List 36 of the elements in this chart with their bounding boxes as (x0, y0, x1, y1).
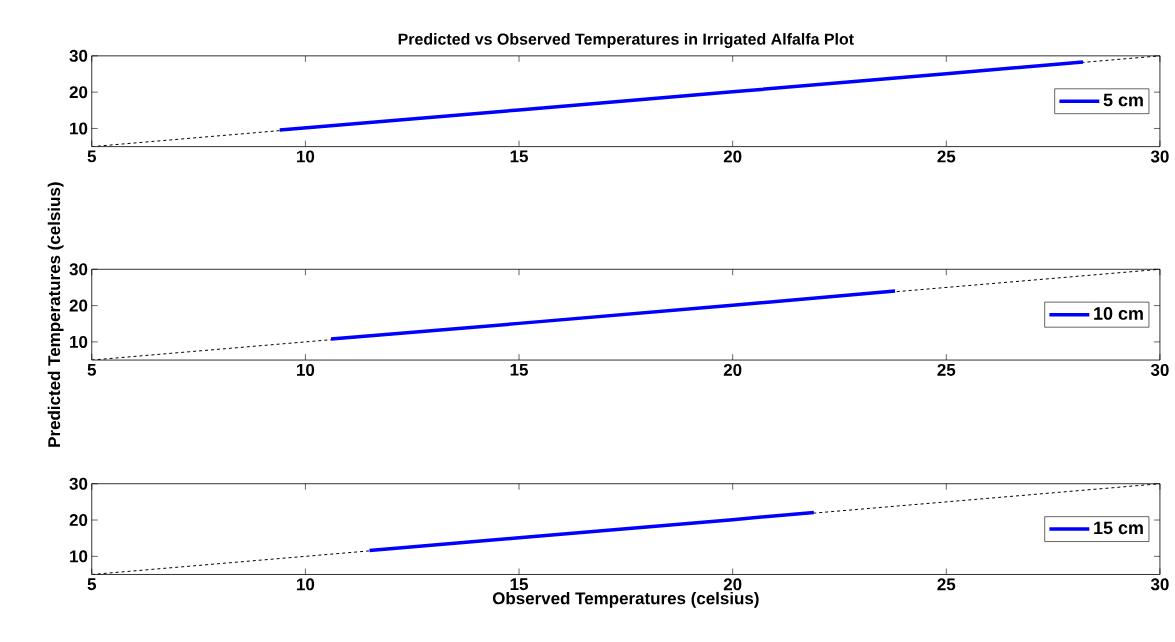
chart-title: Predicted vs Observed Temperatures in Irrigated Alfalfa Plot (398, 32, 854, 48)
x-tick-label: 10 (297, 578, 315, 591)
legend-label: 15 cm (1094, 521, 1143, 535)
x-tick-label: 5 (87, 363, 97, 376)
y-tick-label: 10 (70, 122, 88, 135)
y-tick-label: 20 (69, 513, 88, 526)
y-tick-label: 10 (70, 335, 88, 348)
line-series (329, 289, 897, 341)
x-tick-label: 25 (937, 578, 956, 591)
x-tick-label: 15 (510, 363, 528, 376)
x-tick-label: 15 (510, 150, 528, 163)
x-tick-label: 20 (723, 363, 742, 376)
legend-label: 10 cm (1094, 306, 1143, 320)
y-tick-label: 30 (69, 477, 88, 490)
legend-label: 5 cm (1103, 93, 1143, 107)
x-tick-label: 20 (723, 578, 742, 591)
x-axis-title: Observed Temperatures (celsius) (492, 591, 759, 608)
y-tick-label: 30 (69, 49, 88, 62)
x-tick-label: 20 (723, 150, 742, 163)
y-tick-label: 30 (69, 263, 88, 276)
x-tick-label: 30 (1150, 363, 1169, 376)
line-series (367, 510, 816, 553)
x-tick-label: 30 (1150, 150, 1169, 163)
y-axis-title: Predicted Temperatures (celsius) (47, 182, 64, 447)
x-tick-label: 25 (937, 363, 956, 376)
y-tick-label: 10 (70, 550, 88, 563)
x-tick-label: 30 (1150, 578, 1169, 591)
x-tick-label: 10 (297, 363, 315, 376)
x-tick-label: 5 (87, 578, 97, 591)
x-tick-label: 10 (297, 150, 315, 163)
x-tick-label: 5 (87, 150, 97, 163)
line-series (278, 60, 1085, 132)
y-tick-label: 20 (69, 86, 88, 99)
x-tick-label: 25 (937, 150, 956, 163)
y-tick-label: 20 (69, 299, 88, 312)
x-tick-label: 15 (510, 578, 528, 591)
